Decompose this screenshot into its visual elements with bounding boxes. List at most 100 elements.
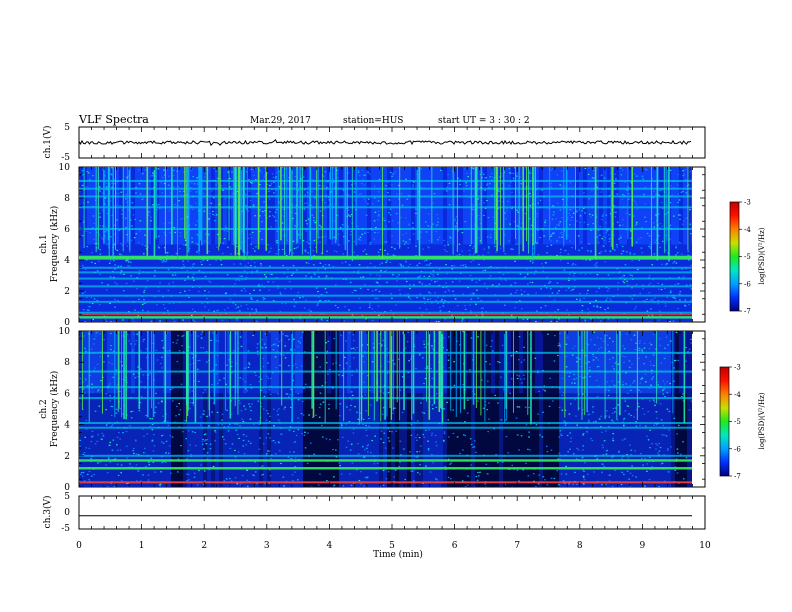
spectrogram-speckle (596, 186, 599, 189)
spectrogram-speckle (412, 222, 414, 224)
ch1-ylabel: ch.1(V) (42, 126, 53, 159)
spectrogram-speckle (179, 409, 182, 411)
spectrogram-speckle (596, 365, 599, 368)
spectrogram-speckle (217, 177, 219, 179)
ch1-waveform-panel: 5 -5 ch.1(V) (42, 123, 706, 163)
spectrogram-column (175, 244, 179, 322)
spectrogram-speckle (668, 410, 671, 413)
spectrogram-speckle (292, 365, 295, 367)
spectrogram-speckle (504, 483, 507, 486)
spectrogram-speckle (217, 309, 220, 311)
spectrogram-column (651, 331, 655, 394)
spectrogram-speckle (166, 421, 169, 423)
spectrogram-speckle (365, 253, 368, 255)
spectrogram-speckle (510, 172, 513, 174)
spectrogram-speckle (118, 432, 120, 434)
spectrogram-speckle (350, 484, 353, 486)
spectrogram-speckle (232, 243, 234, 245)
spectrogram-speckle (389, 208, 392, 210)
spectrogram-speckle (337, 439, 339, 441)
spectrogram-speckle (172, 169, 175, 171)
spectrogram-column (147, 393, 151, 487)
spectrogram-speckle (360, 471, 362, 473)
spectrogram-column (595, 393, 599, 487)
spectrogram-speckle (521, 222, 523, 225)
spectrogram-speckle (268, 450, 271, 452)
spectrogram-speckle (509, 172, 511, 174)
spectrogram-speckle (319, 403, 322, 405)
spectrogram-speckle (229, 478, 231, 480)
spectrogram-speckle (254, 250, 256, 252)
spectrogram-speckle (378, 254, 380, 256)
spectrogram-speckle (613, 384, 616, 386)
spectrogram-speckle (194, 445, 197, 447)
spectrogram-speckle (485, 177, 487, 179)
spectrogram-speckle (268, 289, 271, 291)
spectrogram-speckle (402, 332, 404, 334)
spectrogram-speckle (272, 281, 275, 283)
spectrogram-speckle (107, 458, 110, 460)
spectrogram-speckle (274, 177, 277, 179)
spectrogram-column (343, 393, 347, 487)
spectrogram-column (119, 244, 123, 322)
spectrogram-column (259, 167, 263, 245)
spectrogram-speckle (561, 217, 563, 219)
spectrogram-column (631, 393, 635, 487)
spectrogram-speckle (588, 198, 591, 200)
spectrogram-speckle (596, 274, 599, 276)
spectrogram-speckle (310, 486, 313, 487)
colorbar-tick-label: -7 (744, 308, 751, 316)
spectrogram-speckle (555, 218, 557, 220)
spectrogram-speckle (488, 402, 490, 404)
spectrogram-speckle (632, 199, 635, 201)
spectrogram-speckle (313, 239, 316, 242)
spectrogram-speckle (274, 453, 277, 455)
spectrogram-speckle (293, 349, 296, 351)
spectrogram-speckle (314, 274, 316, 276)
spectrogram-speckle (666, 263, 669, 265)
spectrogram-speckle (436, 213, 439, 216)
spectrogram-speckle (110, 172, 112, 175)
spectrogram-speckle (132, 410, 134, 413)
spectrogram-speckle (134, 343, 137, 345)
spectrogram-speckle (291, 274, 293, 276)
spectrogram-column (427, 393, 431, 487)
spectrogram-speckle (508, 185, 511, 187)
spectrogram-column (403, 244, 407, 322)
spectrogram-speckle (665, 249, 667, 251)
spectrogram-speckle (204, 290, 206, 292)
spectrogram-speckle (485, 361, 487, 363)
spectrogram-speckle (595, 265, 598, 267)
spectrogram-speckle (537, 229, 539, 231)
spectrogram-speckle (184, 279, 186, 281)
spectrogram-speckle (621, 169, 624, 171)
spectrogram-speckle (169, 192, 172, 194)
spectrogram-speckle (318, 236, 321, 238)
spectrogram-speckle (583, 470, 585, 472)
spectrogram-speckle (278, 203, 281, 205)
spectrogram-speckle (371, 439, 374, 442)
spectrogram-speckle (428, 225, 430, 228)
spectrogram-column (563, 244, 567, 322)
spectrogram-speckle (655, 448, 657, 450)
spectrogram-column (259, 393, 263, 487)
spectrogram-speckle (566, 309, 568, 311)
spectrogram-speckle (357, 171, 360, 174)
spectrogram-column (679, 331, 683, 394)
spectrogram-speckle (207, 233, 210, 235)
spectrogram-speckle (586, 473, 589, 475)
ch1-waveform-xticks (78, 127, 706, 158)
spectrogram-speckle (602, 340, 605, 342)
spectrogram-speckle (368, 173, 371, 175)
spectrogram-speckle (182, 319, 185, 321)
spectrogram-speckle (655, 348, 657, 350)
spectrogram-speckle (282, 476, 285, 478)
spectrogram-speckle (592, 411, 594, 413)
spectrogram-speckle (260, 264, 263, 267)
spectrogram-speckle (200, 263, 203, 266)
spectrogram-column (427, 167, 431, 245)
spectrogram-speckle (364, 248, 366, 251)
spectrogram-speckle (677, 307, 679, 310)
spectrogram-speckle (633, 308, 636, 310)
spectrogram-speckle (362, 446, 364, 448)
